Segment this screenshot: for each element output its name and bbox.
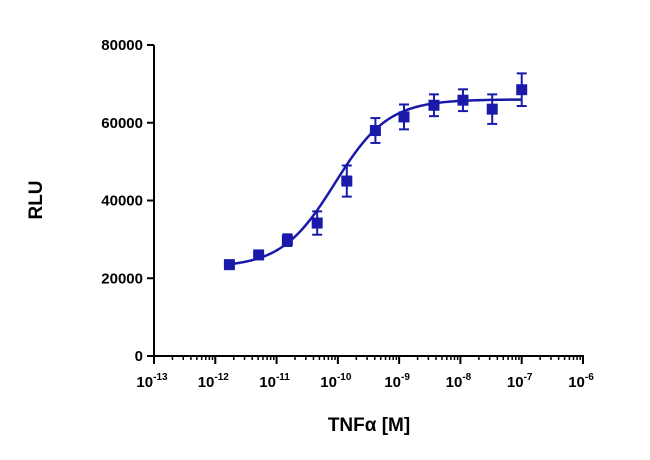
square-marker [253, 249, 265, 261]
data-point [398, 103, 410, 131]
x-tick-label: 10-13 [136, 372, 168, 391]
square-marker [369, 125, 381, 137]
x-tick-label: 10-8 [446, 372, 472, 391]
square-marker [486, 103, 498, 115]
y-axis: 0 20000 40000 60000 80000 [101, 37, 155, 365]
x-tick-label: 10-11 [259, 372, 290, 391]
y-tick-label: 40000 [101, 193, 143, 210]
x-tick-label: 10-12 [198, 372, 230, 391]
y-tick-label: 0 [135, 348, 143, 365]
square-marker [311, 217, 323, 229]
square-marker [457, 94, 469, 106]
x-axis-title: TNFα [M] [328, 415, 410, 436]
y-tick-label: 20000 [101, 270, 143, 287]
square-marker [281, 234, 293, 246]
data-point [369, 117, 381, 144]
y-tick-label: 80000 [101, 37, 143, 54]
data-point [428, 93, 440, 118]
data-point [516, 72, 528, 108]
square-marker [516, 84, 528, 96]
data-point [341, 164, 353, 198]
y-tick-label: 60000 [101, 115, 143, 132]
data-point [253, 249, 265, 261]
x-tick-label: 10-9 [384, 372, 410, 391]
data-point [223, 259, 235, 271]
x-tick-label: 10-10 [320, 372, 352, 391]
square-marker [428, 99, 440, 111]
x-tick-label: 10-6 [568, 372, 594, 391]
square-marker [223, 259, 235, 271]
x-tick-label: 10-7 [507, 372, 533, 391]
data-point [457, 88, 469, 113]
square-marker [398, 111, 410, 123]
plot-area [223, 72, 528, 271]
y-axis-title: RLU [26, 180, 47, 219]
data-point [486, 93, 498, 125]
data-point [281, 233, 293, 247]
x-axis: 10-13 10-12 10-11 10-10 10-9 10-8 10-7 10-6 [136, 355, 594, 391]
data-point [311, 210, 323, 236]
square-marker [341, 175, 353, 187]
